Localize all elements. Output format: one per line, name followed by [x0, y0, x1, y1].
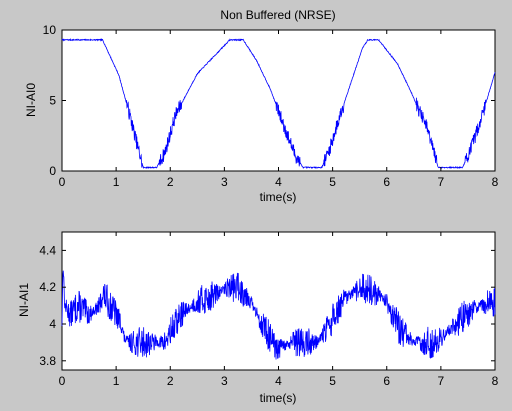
x-tick-label: 8	[492, 175, 499, 189]
x-tick-label: 0	[59, 175, 66, 189]
x-tick-label: 6	[383, 175, 390, 189]
series-group-bottom	[61, 270, 496, 360]
x-tick-label: 8	[492, 374, 499, 388]
series-line-top	[61, 38, 496, 170]
x-ticks-top: 0 1 2 3 4 5 6 7 8	[59, 30, 499, 189]
x-tick-label: 1	[113, 374, 120, 388]
y-axis-label-top: NI-AI0	[24, 83, 38, 117]
x-tick-label: 3	[221, 175, 228, 189]
x-tick-label: 6	[383, 374, 390, 388]
axes-bottom: 0 1 2 3 4 5 6 7 8 3.8 4 4.2 4.4 time(s) NI-AI1	[17, 231, 499, 405]
x-tick-label: 1	[113, 175, 120, 189]
x-tick-label: 2	[167, 175, 174, 189]
y-tick-label: 4.4	[39, 243, 56, 257]
x-tick-label: 5	[329, 175, 336, 189]
x-axis-label-top: time(s)	[260, 190, 297, 204]
x-tick-label: 7	[438, 175, 445, 189]
x-tick-label: 0	[59, 374, 66, 388]
x-axis-label-bottom: time(s)	[260, 391, 297, 405]
chart-title: Non Buffered (NRSE)	[220, 8, 335, 22]
y-tick-label: 5	[49, 94, 56, 108]
series-group-top	[61, 38, 496, 170]
y-ticks-top: 0 5 10	[43, 23, 495, 178]
x-tick-label: 3	[221, 374, 228, 388]
x-tick-label: 4	[275, 175, 282, 189]
x-tick-label: 5	[329, 374, 336, 388]
x-tick-label: 2	[167, 374, 174, 388]
y-tick-label: 4	[49, 317, 56, 331]
y-tick-label: 10	[43, 23, 57, 37]
series-line-bottom	[61, 270, 496, 360]
x-ticks-bottom: 0 1 2 3 4 5 6 7 8	[59, 232, 499, 388]
y-tick-label: 3.8	[39, 354, 56, 368]
y-tick-label: 0	[49, 164, 56, 178]
x-tick-label: 4	[275, 374, 282, 388]
x-tick-label: 7	[438, 374, 445, 388]
y-tick-label: 4.2	[39, 280, 56, 294]
y-axis-label-bottom: NI-AI1	[17, 283, 31, 317]
y-ticks-bottom: 3.8 4 4.2 4.4	[39, 243, 495, 368]
axes-top: Non Buffered (NRSE) 0 1 2 3 4 5 6 7 8 0 5 10 time(…	[24, 8, 499, 204]
plot-area-top	[61, 29, 496, 172]
